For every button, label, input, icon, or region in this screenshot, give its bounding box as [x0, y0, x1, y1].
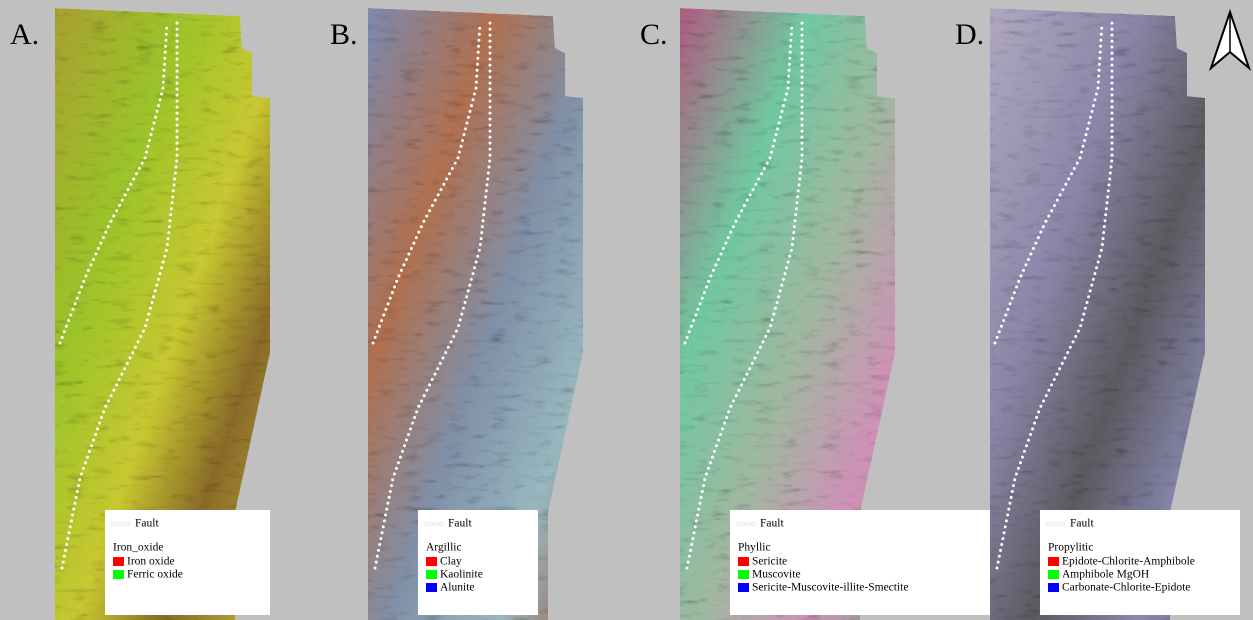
panel-label: B. [330, 18, 358, 51]
legend-fault-label: Fault [448, 518, 472, 530]
legend-title: Phyllic [738, 542, 771, 554]
legend-item: Iron oxide [127, 556, 175, 568]
legend-title: Propylitic [1048, 542, 1093, 554]
legend-swatch [1048, 557, 1059, 566]
legend-item: Sericite-Muscovite-illite-Smectite [752, 582, 908, 594]
north-arrow [1211, 12, 1249, 68]
legend-swatch [738, 570, 749, 579]
legend: Fault Propylitic Epidote-Chlorite-Amphibol… [1040, 510, 1240, 615]
legend-swatch [426, 570, 437, 579]
legend-item: Epidote-Chlorite-Amphibole [1062, 556, 1195, 568]
legend-swatch [738, 583, 749, 592]
legend-swatch [426, 583, 437, 592]
panel-label: C. [640, 18, 668, 51]
map-panel: C. Fault Phyllic SericiteMuscoviteSericite-… [640, 8, 1013, 620]
map-panel: D. Fault Propylitic Epidote-Chlorite-Amphib… [955, 8, 1240, 620]
legend-item: Alunite [440, 582, 475, 594]
legend-swatch [426, 557, 437, 566]
legend-fault-label: Fault [135, 518, 159, 530]
legend: Fault Phyllic SericiteMuscoviteSericite-Mu… [730, 510, 1013, 615]
legend-swatch [738, 557, 749, 566]
legend-item: Sericite [752, 556, 787, 568]
legend-item: Ferric oxide [127, 569, 183, 581]
legend-swatch [1048, 583, 1059, 592]
legend-swatch [113, 557, 124, 566]
legend-item: Kaolinite [440, 569, 483, 581]
figure: A. Fault Iron_oxide Iron oxideFerric oxide B… [0, 0, 1253, 620]
legend-fault-label: Fault [1070, 518, 1094, 530]
legend-item: Muscovite [752, 569, 801, 581]
legend-swatch [113, 570, 124, 579]
panel-label: D. [955, 18, 984, 51]
legend-item: Amphibole MgOH [1062, 569, 1149, 581]
legend-fault-label: Fault [760, 518, 784, 530]
legend-item: Clay [440, 556, 462, 568]
legend-swatch [1048, 570, 1059, 579]
legend-item: Carbonate-Chlorite-Epidote [1062, 582, 1190, 594]
panel-label: A. [10, 18, 39, 51]
legend-title: Argillic [426, 542, 462, 554]
legend-title: Iron_oxide [113, 542, 163, 554]
